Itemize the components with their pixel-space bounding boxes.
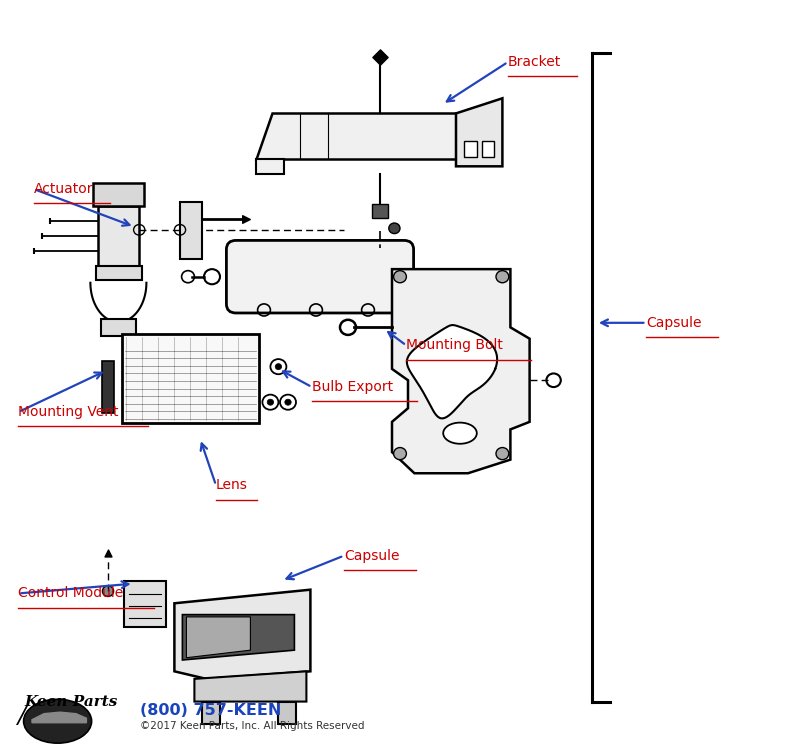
Text: /: / (18, 705, 26, 728)
Circle shape (496, 448, 509, 460)
Bar (102, 361, 114, 413)
Point (102, 547, 114, 559)
Circle shape (275, 364, 282, 370)
Text: Control Module: Control Module (18, 587, 124, 600)
Point (43, 215, 56, 227)
Polygon shape (456, 98, 502, 166)
Circle shape (496, 271, 509, 283)
Bar (124, 581, 166, 627)
Circle shape (102, 586, 114, 596)
Polygon shape (182, 615, 294, 660)
Polygon shape (256, 159, 284, 174)
Polygon shape (186, 617, 250, 658)
Text: (800) 757-KEEN: (800) 757-KEEN (140, 703, 282, 718)
Text: Lens: Lens (216, 479, 248, 492)
Polygon shape (407, 325, 497, 418)
Polygon shape (194, 671, 306, 702)
Polygon shape (256, 113, 464, 159)
Circle shape (389, 223, 400, 234)
Ellipse shape (23, 699, 91, 743)
Point (35, 230, 48, 242)
Circle shape (285, 399, 291, 405)
Polygon shape (96, 266, 142, 280)
Text: Capsule: Capsule (646, 316, 702, 330)
Text: Keen Parts: Keen Parts (24, 695, 118, 708)
FancyBboxPatch shape (226, 240, 414, 313)
Ellipse shape (443, 423, 477, 444)
Bar (464, 141, 477, 157)
Polygon shape (32, 712, 86, 723)
Polygon shape (174, 590, 310, 679)
Text: Capsule: Capsule (344, 549, 399, 562)
Point (27, 245, 40, 257)
Circle shape (267, 399, 274, 405)
Bar (372, 204, 388, 218)
Polygon shape (180, 202, 202, 259)
Text: ©2017 Keen Parts, Inc. All Rights Reserved: ©2017 Keen Parts, Inc. All Rights Reserv… (140, 720, 365, 731)
Text: Mounting Vent: Mounting Vent (18, 405, 119, 419)
Bar (482, 141, 494, 157)
Text: Bracket: Bracket (508, 55, 562, 69)
Circle shape (394, 448, 406, 460)
Polygon shape (392, 269, 530, 473)
Point (239, 213, 252, 225)
Polygon shape (98, 206, 139, 266)
Circle shape (394, 271, 406, 283)
Point (374, 51, 386, 63)
Polygon shape (93, 183, 144, 206)
Text: Mounting Bolt: Mounting Bolt (406, 339, 503, 352)
Bar (101, 319, 136, 336)
Text: Actuator: Actuator (34, 182, 93, 196)
Polygon shape (278, 702, 296, 724)
Text: Bulb Export: Bulb Export (312, 380, 393, 394)
Polygon shape (202, 702, 220, 724)
Bar (122, 334, 259, 423)
